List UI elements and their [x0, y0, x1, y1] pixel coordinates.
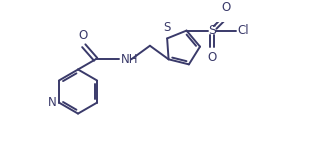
- Text: O: O: [78, 29, 87, 42]
- Text: Cl: Cl: [238, 24, 249, 37]
- Text: NH: NH: [121, 53, 139, 66]
- Text: S: S: [208, 24, 216, 37]
- Text: S: S: [163, 21, 171, 34]
- Text: O: O: [222, 1, 231, 14]
- Text: N: N: [48, 96, 56, 109]
- Text: O: O: [207, 51, 217, 64]
